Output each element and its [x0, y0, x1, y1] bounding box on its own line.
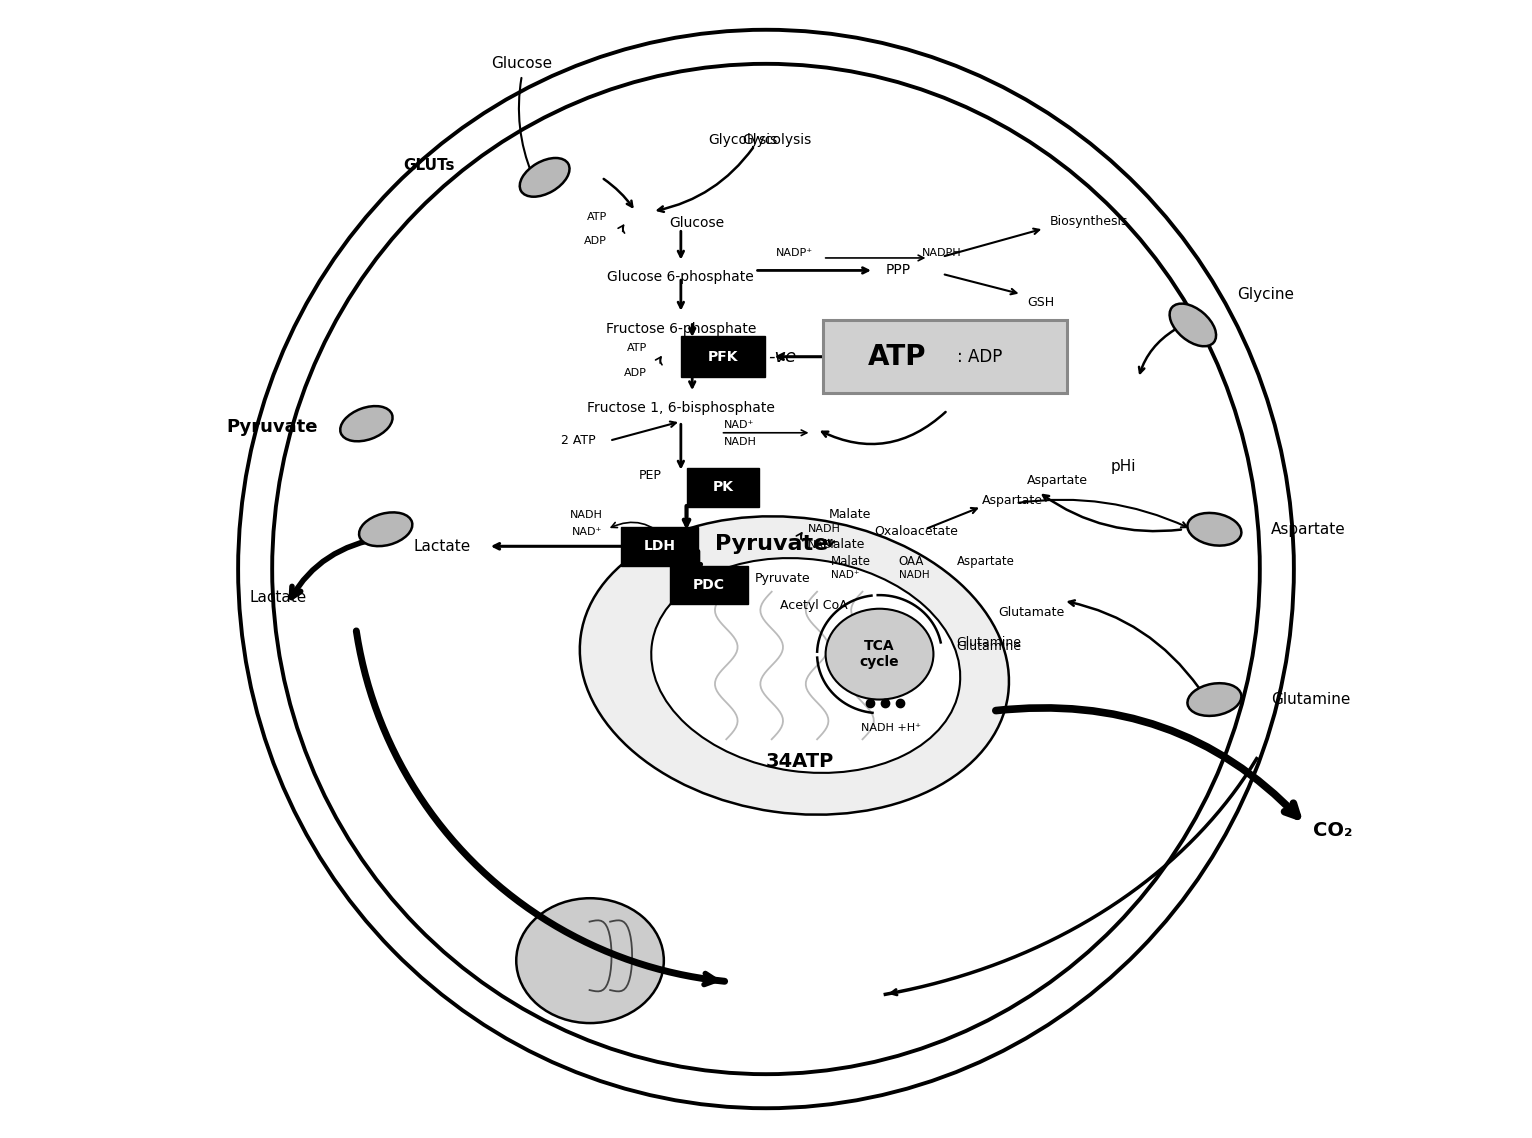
Text: Malate: Malate [829, 508, 870, 521]
Text: Lactate: Lactate [250, 589, 306, 605]
Text: Biosynthesis: Biosynthesis [1049, 215, 1128, 228]
Text: Pyruvate: Pyruvate [755, 571, 810, 585]
Text: Lactate: Lactate [414, 538, 470, 554]
Text: NAD⁺: NAD⁺ [571, 527, 602, 536]
FancyBboxPatch shape [680, 337, 764, 377]
Text: -ve: -ve [768, 348, 797, 365]
Ellipse shape [579, 517, 1010, 815]
Text: CO₂: CO₂ [1313, 820, 1353, 840]
Text: ATP: ATP [869, 343, 927, 371]
Text: 34ATP: 34ATP [766, 752, 835, 772]
Text: ATP: ATP [587, 212, 607, 222]
Ellipse shape [358, 512, 412, 546]
Text: NADP⁺: NADP⁺ [775, 248, 813, 258]
Text: NADPH: NADPH [922, 248, 962, 258]
Text: TCA
cycle: TCA cycle [859, 640, 899, 669]
Text: NAD⁺: NAD⁺ [725, 420, 754, 430]
Text: OAA: OAA [899, 554, 924, 568]
Text: GSH: GSH [1026, 296, 1054, 308]
Text: Fructose 1, 6-bisphosphate: Fructose 1, 6-bisphosphate [587, 401, 775, 415]
Text: Glucose: Glucose [669, 216, 725, 230]
Text: ATP: ATP [627, 344, 647, 353]
Text: Glutamine: Glutamine [1272, 692, 1351, 707]
Text: PFK: PFK [708, 349, 738, 364]
Text: NADH: NADH [570, 510, 602, 520]
Text: Aspartate: Aspartate [1028, 473, 1088, 487]
Ellipse shape [519, 158, 570, 197]
Text: NAD⁺: NAD⁺ [807, 541, 838, 550]
Text: ADP: ADP [624, 368, 647, 378]
Text: LDH: LDH [643, 539, 676, 553]
Ellipse shape [1187, 513, 1241, 545]
Text: pHi: pHi [1111, 460, 1137, 475]
FancyBboxPatch shape [620, 527, 699, 566]
Text: : ADP: : ADP [956, 348, 1002, 365]
Text: PK: PK [712, 480, 734, 494]
Text: GLUTs: GLUTs [403, 158, 455, 173]
Ellipse shape [516, 898, 663, 1023]
Text: Aspartate: Aspartate [956, 554, 1014, 568]
Text: Glycolysis: Glycolysis [709, 133, 778, 147]
Text: Glutamate: Glutamate [999, 605, 1065, 619]
Text: Glycolysis: Glycolysis [743, 133, 812, 147]
Text: ADP: ADP [584, 237, 607, 247]
Text: 2 ATP: 2 ATP [561, 435, 596, 447]
Ellipse shape [826, 609, 933, 700]
Text: NADH +H⁺: NADH +H⁺ [861, 723, 921, 733]
Text: NADH: NADH [725, 437, 757, 447]
Ellipse shape [651, 558, 961, 773]
Text: Glycine: Glycine [1238, 287, 1295, 302]
Text: PEP: PEP [639, 469, 662, 483]
FancyBboxPatch shape [669, 566, 748, 604]
Text: Fructose 6-phosphate: Fructose 6-phosphate [605, 322, 757, 336]
Text: Glucose 6-phosphate: Glucose 6-phosphate [608, 271, 754, 284]
Text: Pyruvate: Pyruvate [715, 534, 829, 554]
Text: Glutamine: Glutamine [956, 640, 1022, 653]
Text: Malate: Malate [823, 537, 866, 551]
Ellipse shape [1169, 304, 1216, 346]
Text: Glucose: Glucose [492, 56, 553, 72]
Text: NAD⁺: NAD⁺ [830, 570, 859, 579]
Text: Malate: Malate [830, 554, 870, 568]
Text: Glutamine: Glutamine [956, 636, 1022, 650]
Text: NADH: NADH [807, 525, 841, 534]
Text: PDC: PDC [694, 578, 725, 592]
Text: Aspartate: Aspartate [1272, 521, 1347, 537]
FancyBboxPatch shape [686, 468, 760, 506]
Text: Aspartate: Aspartate [982, 494, 1043, 508]
Text: PPP: PPP [885, 263, 910, 278]
Text: Oxaloacetate: Oxaloacetate [873, 525, 958, 538]
Text: NADH: NADH [899, 570, 930, 579]
Text: Pyruvate: Pyruvate [227, 418, 319, 436]
Ellipse shape [340, 406, 392, 442]
Text: Acetyl CoA: Acetyl CoA [780, 599, 847, 612]
Ellipse shape [1187, 683, 1241, 716]
FancyBboxPatch shape [823, 321, 1066, 393]
